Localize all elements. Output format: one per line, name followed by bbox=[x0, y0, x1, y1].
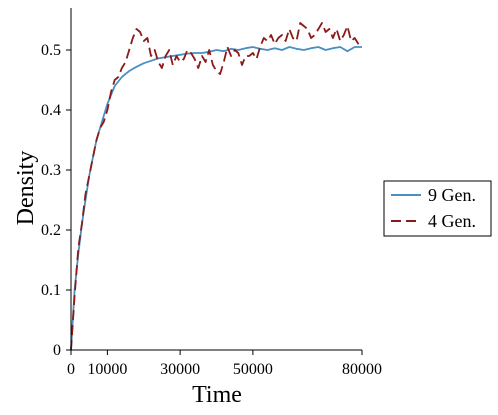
x-axis-title: Time bbox=[192, 382, 242, 408]
y-tick-label: 0.3 bbox=[41, 162, 61, 179]
axes bbox=[66, 8, 363, 355]
x-tick-label: 10000 bbox=[87, 361, 127, 378]
legend-label-4-gen: 4 Gen. bbox=[428, 211, 476, 231]
x-tick-label: 50000 bbox=[233, 361, 273, 378]
y-tick-label: 0.1 bbox=[41, 282, 61, 299]
y-tick-label: 0.5 bbox=[41, 42, 61, 59]
series-line-4-gen bbox=[70, 22, 363, 351]
legend-box bbox=[383, 180, 492, 237]
y-axis-title: Density bbox=[13, 151, 39, 226]
series-line-9-gen bbox=[70, 46, 362, 351]
legend-label-9-gen: 9 Gen. bbox=[428, 185, 476, 205]
x-tick-label: 80000 bbox=[342, 361, 382, 378]
x-tick-label: 30000 bbox=[160, 361, 200, 378]
x-tick-label: 0 bbox=[67, 361, 75, 378]
y-tick-label: 0 bbox=[53, 342, 61, 359]
y-tick-label: 0.4 bbox=[41, 102, 61, 119]
legend: 9 Gen. 4 Gen. bbox=[383, 180, 492, 237]
series-lines bbox=[70, 22, 363, 351]
tick-labels: 0 0.1 0.2 0.3 0.4 0.5 0 10000 30000 50000 80000 bbox=[41, 42, 382, 378]
y-tick-label: 0.2 bbox=[41, 222, 61, 239]
